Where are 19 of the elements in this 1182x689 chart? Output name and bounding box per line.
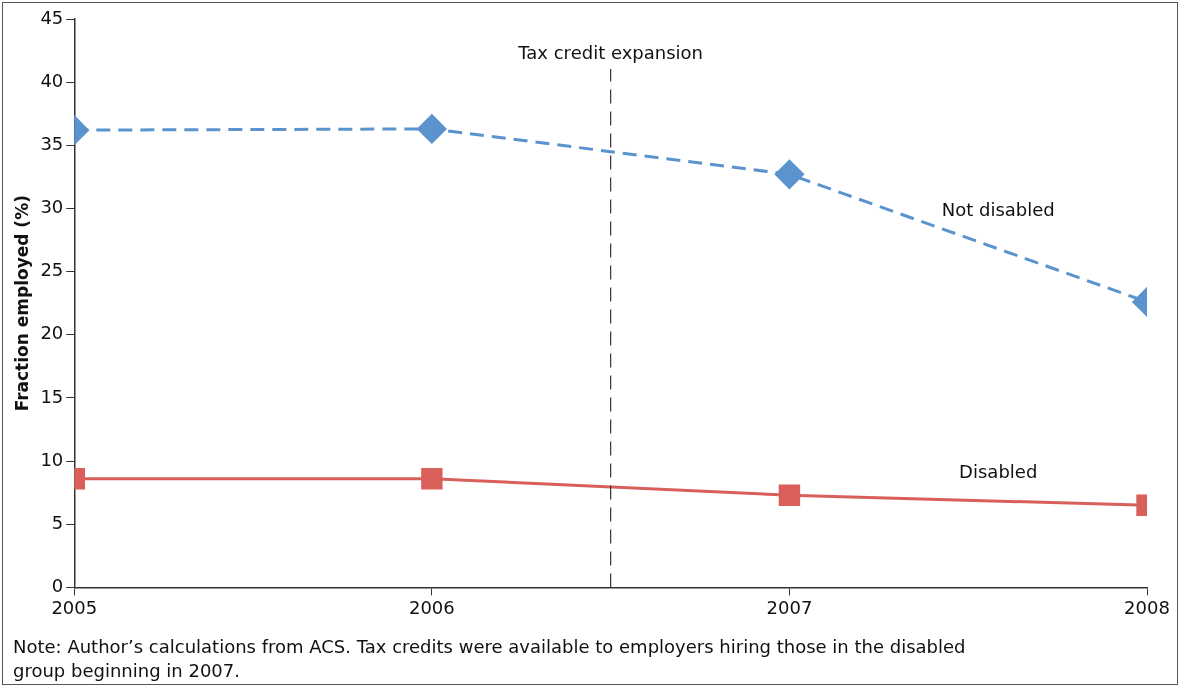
y-tick-label: 45	[40, 6, 64, 28]
x-tick-label: 2007	[766, 596, 813, 618]
y-axis-title: Fraction employed (%)	[11, 195, 32, 412]
series-label: Not disabled	[941, 198, 1055, 220]
ref-line-label: Tax credit expansion	[517, 41, 703, 63]
x-tick-label: 2006	[408, 596, 455, 618]
y-tick-label: 25	[40, 259, 64, 281]
x-tick-label: 2008	[1124, 596, 1170, 618]
y-tick-label: 0	[51, 575, 64, 597]
y-tick-label: 20	[40, 322, 64, 344]
y-tick-label: 15	[40, 385, 64, 407]
series-label: Disabled	[959, 460, 1038, 482]
y-tick-label: 5	[51, 511, 64, 533]
y-tick-label: 35	[40, 132, 64, 154]
y-tick-label: 40	[40, 69, 64, 91]
x-tick-label: 2005	[51, 596, 98, 618]
text: Note: Author’s calculations from ACS. Tax credits were available to employers hiring those in the disabled group beginning in 2007.	[13, 635, 967, 683]
y-tick-label: 30	[40, 196, 64, 218]
y-tick-label: 10	[40, 448, 64, 470]
